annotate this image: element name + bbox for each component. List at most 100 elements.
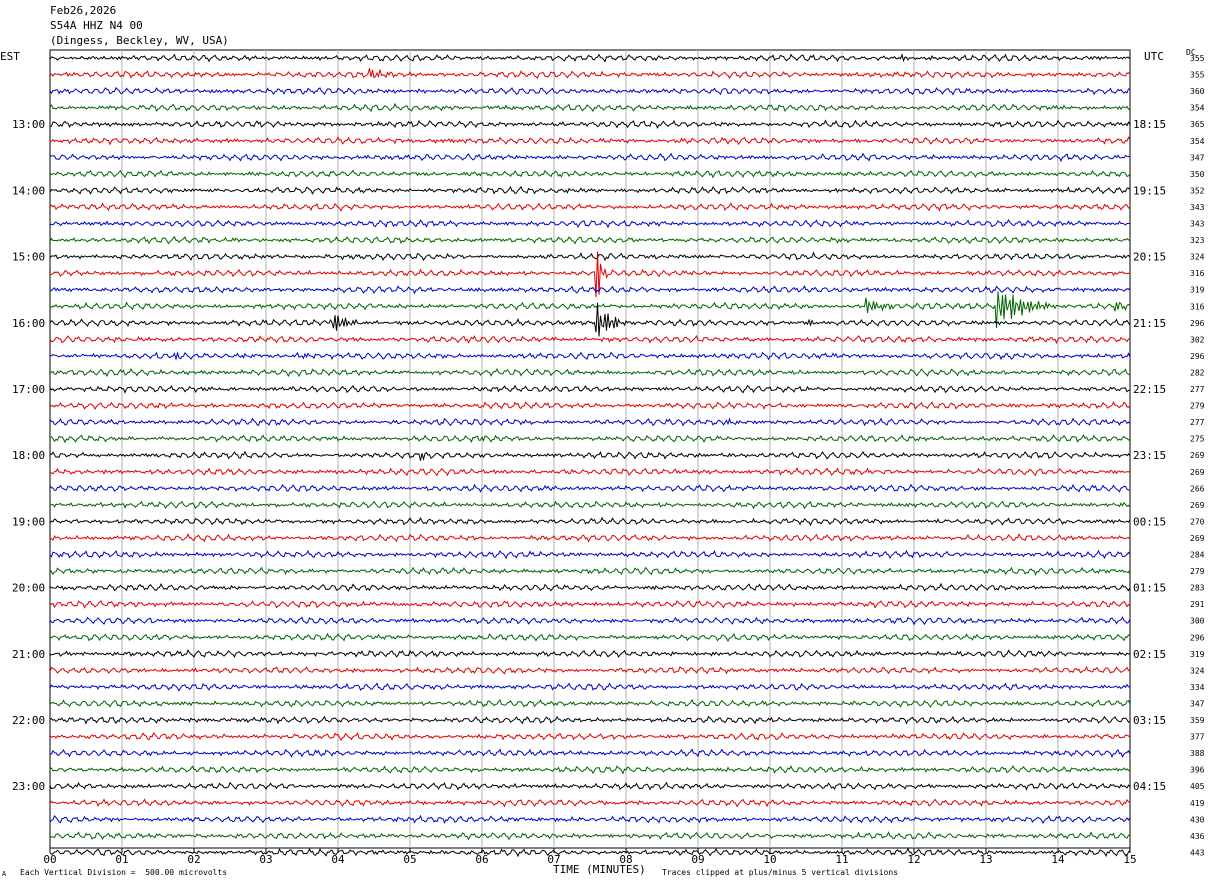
dc-offset-label: 269 [1190, 501, 1205, 510]
dc-offset-label: 405 [1190, 782, 1205, 791]
seismic-trace-38 [49, 682, 1131, 692]
station-channel: S54A HHZ N4 00 [50, 19, 143, 32]
est-axis-label: EST [0, 50, 20, 63]
dc-offset-label: 279 [1190, 567, 1205, 576]
x-tick-label: 09 [691, 853, 704, 866]
est-hour-label: 18:00 [12, 449, 45, 462]
seismic-trace-43 [49, 765, 1131, 775]
seismic-trace-13 [49, 251, 1131, 298]
dc-offset-label: 324 [1190, 253, 1205, 262]
dc-offset-label: 296 [1190, 633, 1205, 642]
x-tick-label: 06 [475, 853, 488, 866]
seismic-trace-6 [49, 152, 1131, 163]
dc-offset-label: 343 [1190, 203, 1205, 212]
dc-offset-label: 443 [1190, 848, 1205, 857]
footer-mark: A [2, 870, 7, 878]
dc-offset-label: 359 [1190, 716, 1205, 725]
utc-hour-label: 22:15 [1133, 383, 1166, 396]
x-tick-label: 00 [43, 853, 56, 866]
dc-offset-label: 436 [1190, 832, 1205, 841]
seismic-trace-42 [49, 748, 1131, 758]
utc-hour-label: 18:15 [1133, 118, 1166, 131]
seismic-trace-44 [49, 781, 1131, 791]
x-tick-label: 13 [979, 853, 992, 866]
dc-offset-label: 323 [1190, 236, 1205, 245]
seismic-trace-39 [49, 698, 1131, 708]
seismic-trace-27 [49, 500, 1131, 510]
est-hour-label: 16:00 [12, 317, 45, 330]
dc-offset-label: 296 [1190, 352, 1205, 361]
seismic-trace-37 [49, 665, 1131, 675]
dc-offset-label: 319 [1190, 650, 1205, 659]
x-tick-label: 10 [763, 853, 776, 866]
x-tick-label: 02 [187, 853, 200, 866]
station-location: (Dingess, Beckley, WV, USA) [50, 34, 229, 47]
seismic-trace-14 [49, 284, 1131, 295]
seismic-trace-35 [49, 632, 1131, 643]
est-hour-label: 23:00 [12, 780, 45, 793]
dc-offset-label: 324 [1190, 666, 1205, 675]
seismic-trace-4 [50, 119, 1131, 129]
dc-offset-label: 269 [1190, 534, 1205, 543]
x-tick-label: 05 [403, 853, 416, 866]
est-hour-label: 22:00 [12, 714, 45, 727]
utc-hour-label: 00:15 [1133, 515, 1166, 528]
x-tick-label: 08 [619, 853, 632, 866]
dc-label: DC [1186, 48, 1196, 57]
dc-offset-label: 282 [1190, 368, 1205, 377]
utc-axis-label: UTC [1144, 50, 1164, 63]
est-hour-label: 19:00 [12, 515, 45, 528]
seismic-trace-48 [49, 847, 1131, 858]
seismic-trace-15 [49, 291, 1131, 329]
seismic-trace-11 [49, 235, 1131, 245]
x-tick-label: 04 [331, 853, 345, 866]
seismic-trace-46 [49, 814, 1131, 825]
dc-offset-label: 269 [1190, 468, 1205, 477]
dc-offset-label: 396 [1190, 766, 1205, 775]
utc-hour-label: 19:15 [1133, 184, 1166, 197]
x-tick-label: 01 [115, 853, 128, 866]
seismic-trace-18 [49, 351, 1131, 361]
dc-offset-label: 270 [1190, 517, 1205, 526]
seismic-trace-19 [49, 367, 1131, 378]
seismic-trace-33 [49, 600, 1131, 609]
dc-offset-label: 296 [1190, 319, 1205, 328]
dc-offset-label: 354 [1190, 104, 1205, 113]
dc-offset-label: 377 [1190, 733, 1205, 742]
dc-offset-label: 352 [1190, 186, 1205, 195]
dc-offset-label: 275 [1190, 435, 1205, 444]
dc-offset-label: 283 [1190, 584, 1205, 593]
utc-hour-label: 04:15 [1133, 780, 1166, 793]
seismic-trace-23 [49, 434, 1131, 444]
seismic-trace-5 [49, 136, 1131, 146]
dc-offset-label: 343 [1190, 220, 1205, 229]
seismic-trace-26 [49, 483, 1131, 493]
seismic-trace-25 [49, 466, 1131, 477]
seismic-trace-34 [49, 616, 1131, 626]
dc-offset-label: 269 [1190, 451, 1205, 460]
clip-note: Traces clipped at plus/minus 5 vertical … [662, 868, 899, 877]
dc-offset-label: 291 [1190, 600, 1205, 609]
dc-offset-label: 277 [1190, 385, 1205, 394]
plot-frame [49, 49, 1131, 849]
utc-hour-label: 01:15 [1133, 582, 1166, 595]
seismic-trace-31 [49, 566, 1131, 576]
dc-offset-label: 347 [1190, 699, 1205, 708]
seismic-trace-47 [49, 831, 1130, 841]
x-tick-label: 03 [259, 853, 272, 866]
seismic-trace-0 [49, 53, 1131, 63]
utc-hour-label: 21:15 [1133, 317, 1166, 330]
dc-offset-label: 334 [1190, 683, 1205, 692]
dc-offset-label: 279 [1190, 402, 1205, 411]
x-tick-label: 15 [1123, 853, 1136, 866]
dc-offset-label: 355 [1190, 71, 1205, 80]
dc-offset-label: 388 [1190, 749, 1205, 758]
dc-offset-label: 316 [1190, 269, 1205, 278]
dc-offset-label: 319 [1190, 286, 1205, 295]
seismic-trace-30 [49, 549, 1131, 560]
seismic-trace-10 [49, 218, 1131, 229]
dc-offset-label: 347 [1190, 153, 1205, 162]
seismic-trace-22 [49, 417, 1131, 427]
utc-hour-label: 02:15 [1133, 648, 1166, 661]
est-hour-label: 21:00 [12, 648, 45, 661]
